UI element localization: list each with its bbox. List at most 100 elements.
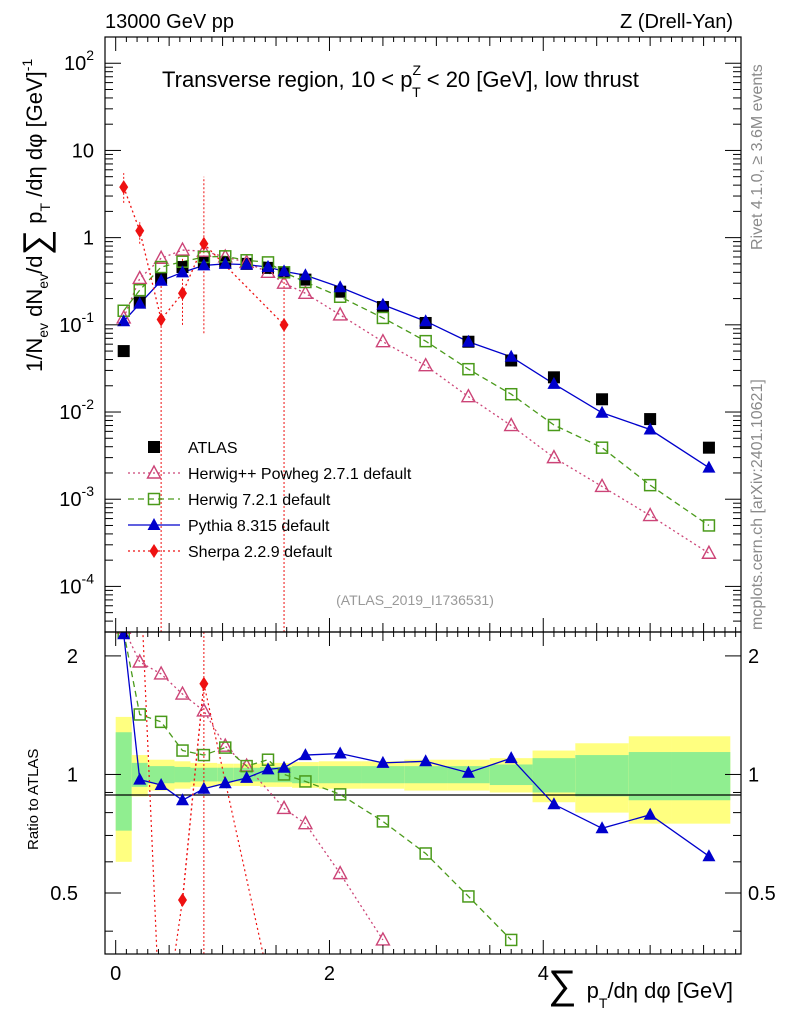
ratio-series-markers xyxy=(116,632,716,947)
main-point-3 xyxy=(461,334,475,347)
main-point-4 xyxy=(177,286,187,301)
sherpa-ratio-segment xyxy=(181,683,205,901)
legend-label: ATLAS xyxy=(188,440,238,457)
main-point-4 xyxy=(279,317,289,332)
ratio-point-1 xyxy=(462,890,475,903)
main-point-1 xyxy=(332,306,348,321)
ratio-y-tick-label-left: 0.5 xyxy=(50,883,78,905)
band-inner-bin xyxy=(115,732,132,831)
x-tick-label: 4 xyxy=(538,963,549,985)
legend-marker xyxy=(148,441,160,453)
main-point-3 xyxy=(197,258,211,271)
band-inner-bin xyxy=(292,766,319,784)
ratio-point-1 xyxy=(176,744,189,757)
main-point-4 xyxy=(135,223,145,238)
main-point-1 xyxy=(132,270,148,285)
main-point-0 xyxy=(644,413,657,426)
main-point-4 xyxy=(199,236,209,251)
ratio-point-2 xyxy=(461,765,475,778)
ratio-line-0 xyxy=(124,632,384,941)
main-point-1 xyxy=(276,274,292,289)
ratio-point-0 xyxy=(132,653,148,668)
ratio-point-1 xyxy=(219,741,232,754)
main-point-3 xyxy=(643,422,657,435)
main-point-1 xyxy=(153,249,169,264)
main-point-3 xyxy=(504,349,518,362)
main-point-2 xyxy=(133,283,146,297)
ratio-point-0 xyxy=(217,737,233,752)
main-point-0 xyxy=(702,441,715,454)
header-left: 13000 GeV pp xyxy=(105,11,234,33)
analysis-id: (ATLAS_2019_I1736531) xyxy=(336,592,494,608)
ratio-point-2 xyxy=(333,746,347,759)
main-point-2 xyxy=(547,418,561,432)
main-point-2 xyxy=(643,478,657,492)
legend-label: Sherpa 2.2.9 default xyxy=(188,544,333,561)
main-point-2 xyxy=(595,441,609,454)
ratio-point-1 xyxy=(333,788,347,801)
ratio-point-0 xyxy=(153,665,169,680)
ratio-point-2 xyxy=(643,807,657,820)
band-inner-bin xyxy=(404,766,448,784)
sherpa-ratio-segment xyxy=(174,899,184,954)
main-point-3 xyxy=(277,264,291,277)
mcplots-label: mcplots.cern.ch [arXiv:2401.10621] xyxy=(749,379,766,630)
main-point-4 xyxy=(156,312,166,327)
main-point-3 xyxy=(261,260,275,273)
main-point-3 xyxy=(376,297,390,310)
ratio-point-0 xyxy=(332,865,348,880)
axis-ticks xyxy=(105,36,741,954)
x-axis-label: ∑ pT/dη dφ [GeV] xyxy=(548,963,733,1011)
legend-label: Herwig++ Powheg 2.7.1 default xyxy=(188,466,412,483)
rivet-label: Rivet 4.1.0, ≥ 3.6M events xyxy=(749,64,766,250)
main-point-4 xyxy=(119,180,129,195)
main-point-2 xyxy=(504,387,518,401)
main-point-2 xyxy=(419,334,432,348)
ratio-point-2 xyxy=(298,748,312,761)
band-inner-bin xyxy=(671,752,731,801)
series-line-2 xyxy=(123,255,710,526)
band-inner-bin xyxy=(628,752,672,801)
ratio-point-2 xyxy=(175,793,189,806)
main-point-0 xyxy=(117,345,130,358)
ratio-plot-frame xyxy=(104,631,742,955)
series-line-1 xyxy=(123,249,710,554)
main-point-3 xyxy=(154,273,168,286)
ratio-line-1 xyxy=(123,632,512,941)
ratio-point-2 xyxy=(376,755,390,768)
y-tick-label: 1 xyxy=(83,228,94,250)
ratio-point-1 xyxy=(419,847,432,860)
legend-marker xyxy=(147,518,161,530)
ratio-point-0 xyxy=(196,702,212,717)
main-point-1 xyxy=(460,388,477,403)
header-right: Z (Drell-Yan) xyxy=(620,11,733,33)
main-point-2 xyxy=(462,362,475,376)
main-point-1 xyxy=(375,333,391,348)
main-point-1 xyxy=(503,417,519,432)
band-inner-bin xyxy=(174,766,191,783)
ratio-point-0 xyxy=(297,815,314,830)
main-point-1 xyxy=(196,242,212,257)
main-point-3 xyxy=(175,265,189,278)
legend: ATLAS Herwig++ Powheg 2.7.1 default Herwig… xyxy=(128,440,412,561)
ratio-y-tick-label-right: 2 xyxy=(748,646,759,668)
band-inner-bin xyxy=(318,766,362,784)
main-point-3 xyxy=(702,460,716,473)
sherpa-ratio-segment xyxy=(142,632,158,954)
main-point-3 xyxy=(595,405,609,418)
ratio-y-tick-label-right: 0.5 xyxy=(748,883,776,905)
ratio-point-2 xyxy=(117,632,131,640)
band-inner-bin xyxy=(361,766,405,784)
ratio-point-1 xyxy=(376,815,390,828)
ratio-point-2 xyxy=(547,797,561,810)
main-point-1 xyxy=(174,241,191,256)
ratio-point-2 xyxy=(595,821,609,834)
ratio-point-2 xyxy=(240,770,254,783)
ratio-ylabel: Ratio to ATLAS xyxy=(25,749,42,850)
ratio-point-0 xyxy=(276,799,292,815)
ratio-point-1 xyxy=(133,708,146,721)
ratio-y-tick-label-left: 2 xyxy=(67,646,78,668)
ratio-point-2 xyxy=(277,760,291,773)
ratio-point-3 xyxy=(177,892,187,907)
